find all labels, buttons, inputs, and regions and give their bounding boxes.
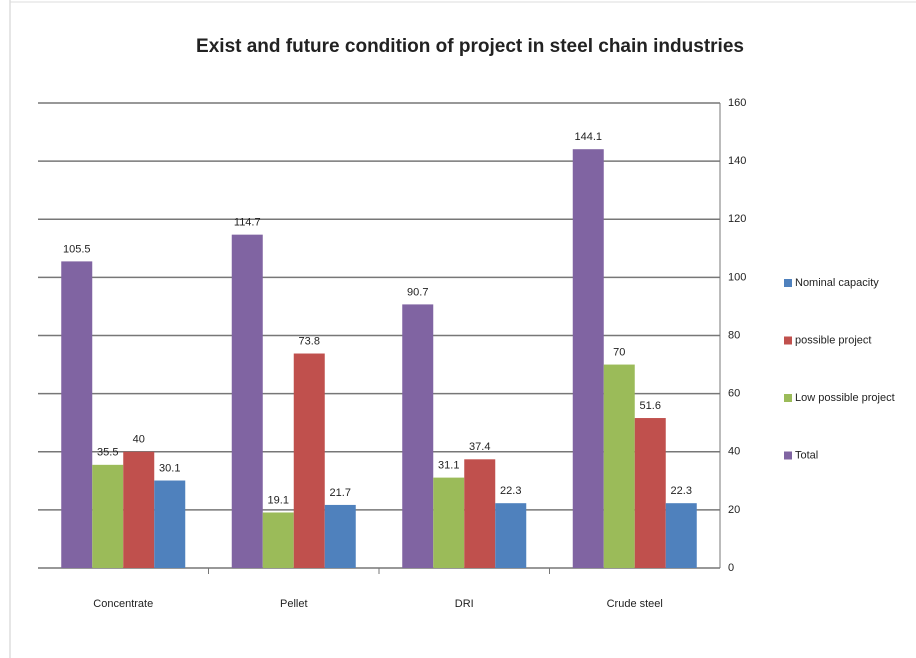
bar (154, 480, 186, 568)
y-tick-label: 140 (728, 155, 746, 167)
legend-label: Total (795, 449, 818, 461)
legend-swatch (784, 336, 792, 345)
bar (262, 512, 294, 568)
bar (634, 418, 666, 568)
x-tick-label: Pellet (280, 598, 308, 610)
bar (464, 459, 496, 568)
x-tick-label: Concentrate (93, 598, 153, 610)
y-tick-label: 20 (728, 504, 740, 516)
bar (123, 451, 155, 568)
legend-swatch (784, 394, 792, 402)
bar (603, 364, 635, 568)
value-label: 37.4 (469, 441, 490, 453)
legend-swatch (784, 451, 792, 460)
value-label: 70 (613, 346, 625, 358)
x-tick-label: DRI (455, 598, 474, 610)
x-tick-label: Crude steel (607, 598, 663, 610)
value-label: 73.8 (299, 335, 320, 347)
bar (572, 149, 604, 568)
y-tick-label: 120 (728, 213, 746, 225)
bar (324, 504, 356, 568)
value-label: 19.1 (268, 494, 289, 506)
value-label: 144.1 (574, 131, 602, 143)
value-label: 30.1 (159, 462, 180, 474)
y-tick-label: 60 (728, 388, 740, 400)
value-label: 40 (133, 434, 145, 446)
value-label: 105.5 (63, 243, 91, 255)
y-tick-label: 0 (728, 562, 734, 574)
value-label: 22.3 (671, 485, 692, 497)
value-label: 90.7 (407, 286, 428, 298)
bar (402, 304, 434, 568)
bar (495, 503, 527, 568)
y-tick-label: 160 (728, 97, 746, 109)
y-tick-label: 80 (728, 329, 740, 341)
chart-title: Exist and future condition of project in… (196, 36, 744, 57)
value-label: 31.1 (438, 460, 459, 472)
bar (92, 464, 124, 568)
legend-label: Low possible project (795, 392, 895, 404)
value-label: 21.7 (330, 487, 351, 499)
value-label: 114.7 (234, 217, 261, 229)
y-tick-label: 100 (728, 271, 746, 283)
bar (433, 477, 465, 568)
value-label: 35.5 (97, 447, 118, 459)
legend-label: possible project (795, 334, 871, 346)
value-label: 22.3 (500, 485, 521, 497)
legend-label: Nominal capacity (795, 277, 879, 289)
legend-swatch (784, 279, 792, 287)
bar (61, 261, 93, 568)
bar (293, 353, 325, 568)
bar (665, 503, 697, 568)
value-label: 51.6 (640, 400, 661, 412)
bar (231, 234, 263, 568)
y-tick-label: 40 (728, 446, 740, 458)
